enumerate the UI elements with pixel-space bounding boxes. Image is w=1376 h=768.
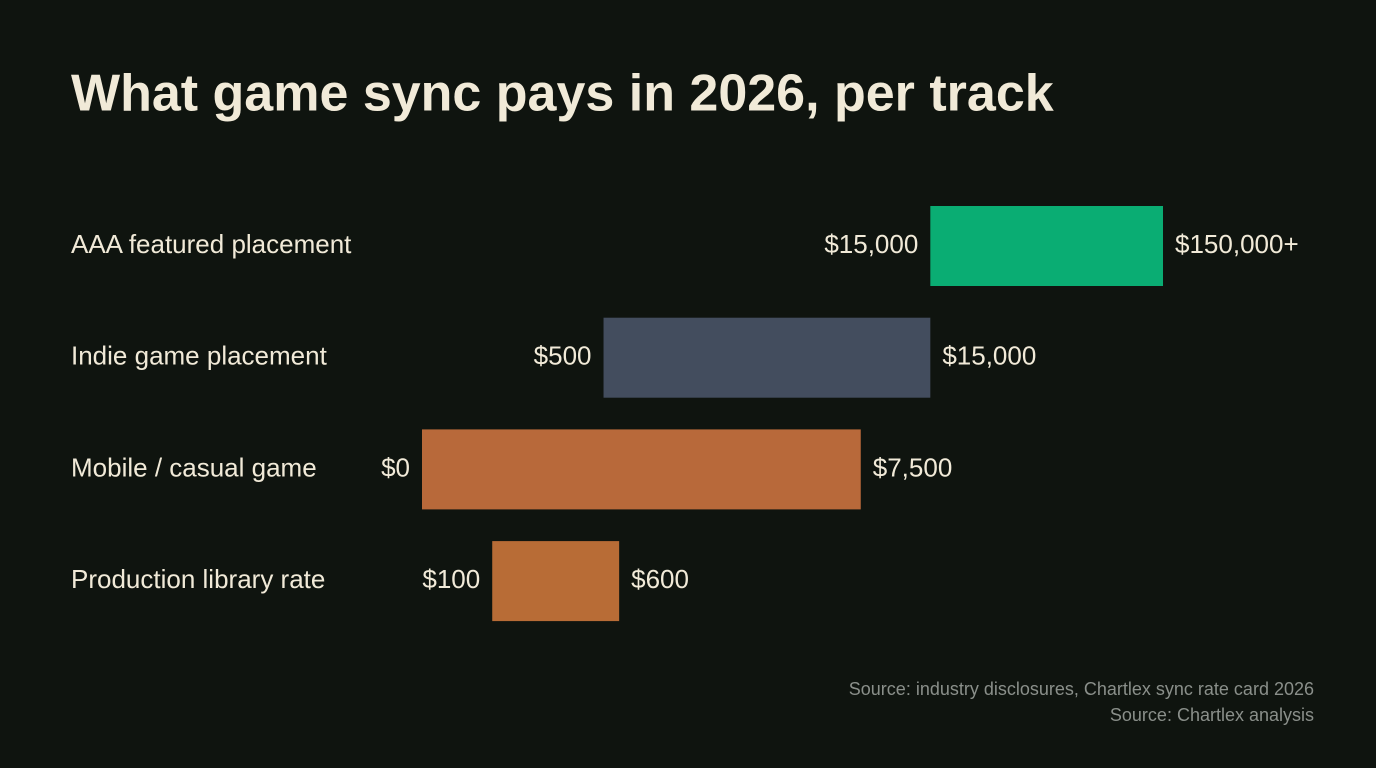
chart-title: What game sync pays in 2026, per track <box>71 65 1054 123</box>
value-label: $100 <box>422 564 480 594</box>
bar <box>603 317 931 398</box>
category-label: AAA featured placement <box>71 229 352 259</box>
value-label: $600 <box>631 564 689 594</box>
value-label: $15,000 <box>942 341 1036 371</box>
category-label: Indie game placement <box>71 341 328 371</box>
bar <box>422 429 861 510</box>
value-label: $500 <box>534 341 592 371</box>
source-note: Source: industry disclosures, Chartlex s… <box>849 679 1314 699</box>
source-note: Source: Chartlex analysis <box>1110 705 1314 725</box>
value-label: $0 <box>381 452 410 482</box>
bar <box>492 541 620 622</box>
value-label: $15,000 <box>824 229 918 259</box>
category-label: Mobile / casual game <box>71 452 317 482</box>
value-label: $7,500 <box>873 452 953 482</box>
bar <box>930 206 1163 286</box>
category-label: Production library rate <box>71 564 325 594</box>
value-label: $150,000+ <box>1175 229 1299 259</box>
